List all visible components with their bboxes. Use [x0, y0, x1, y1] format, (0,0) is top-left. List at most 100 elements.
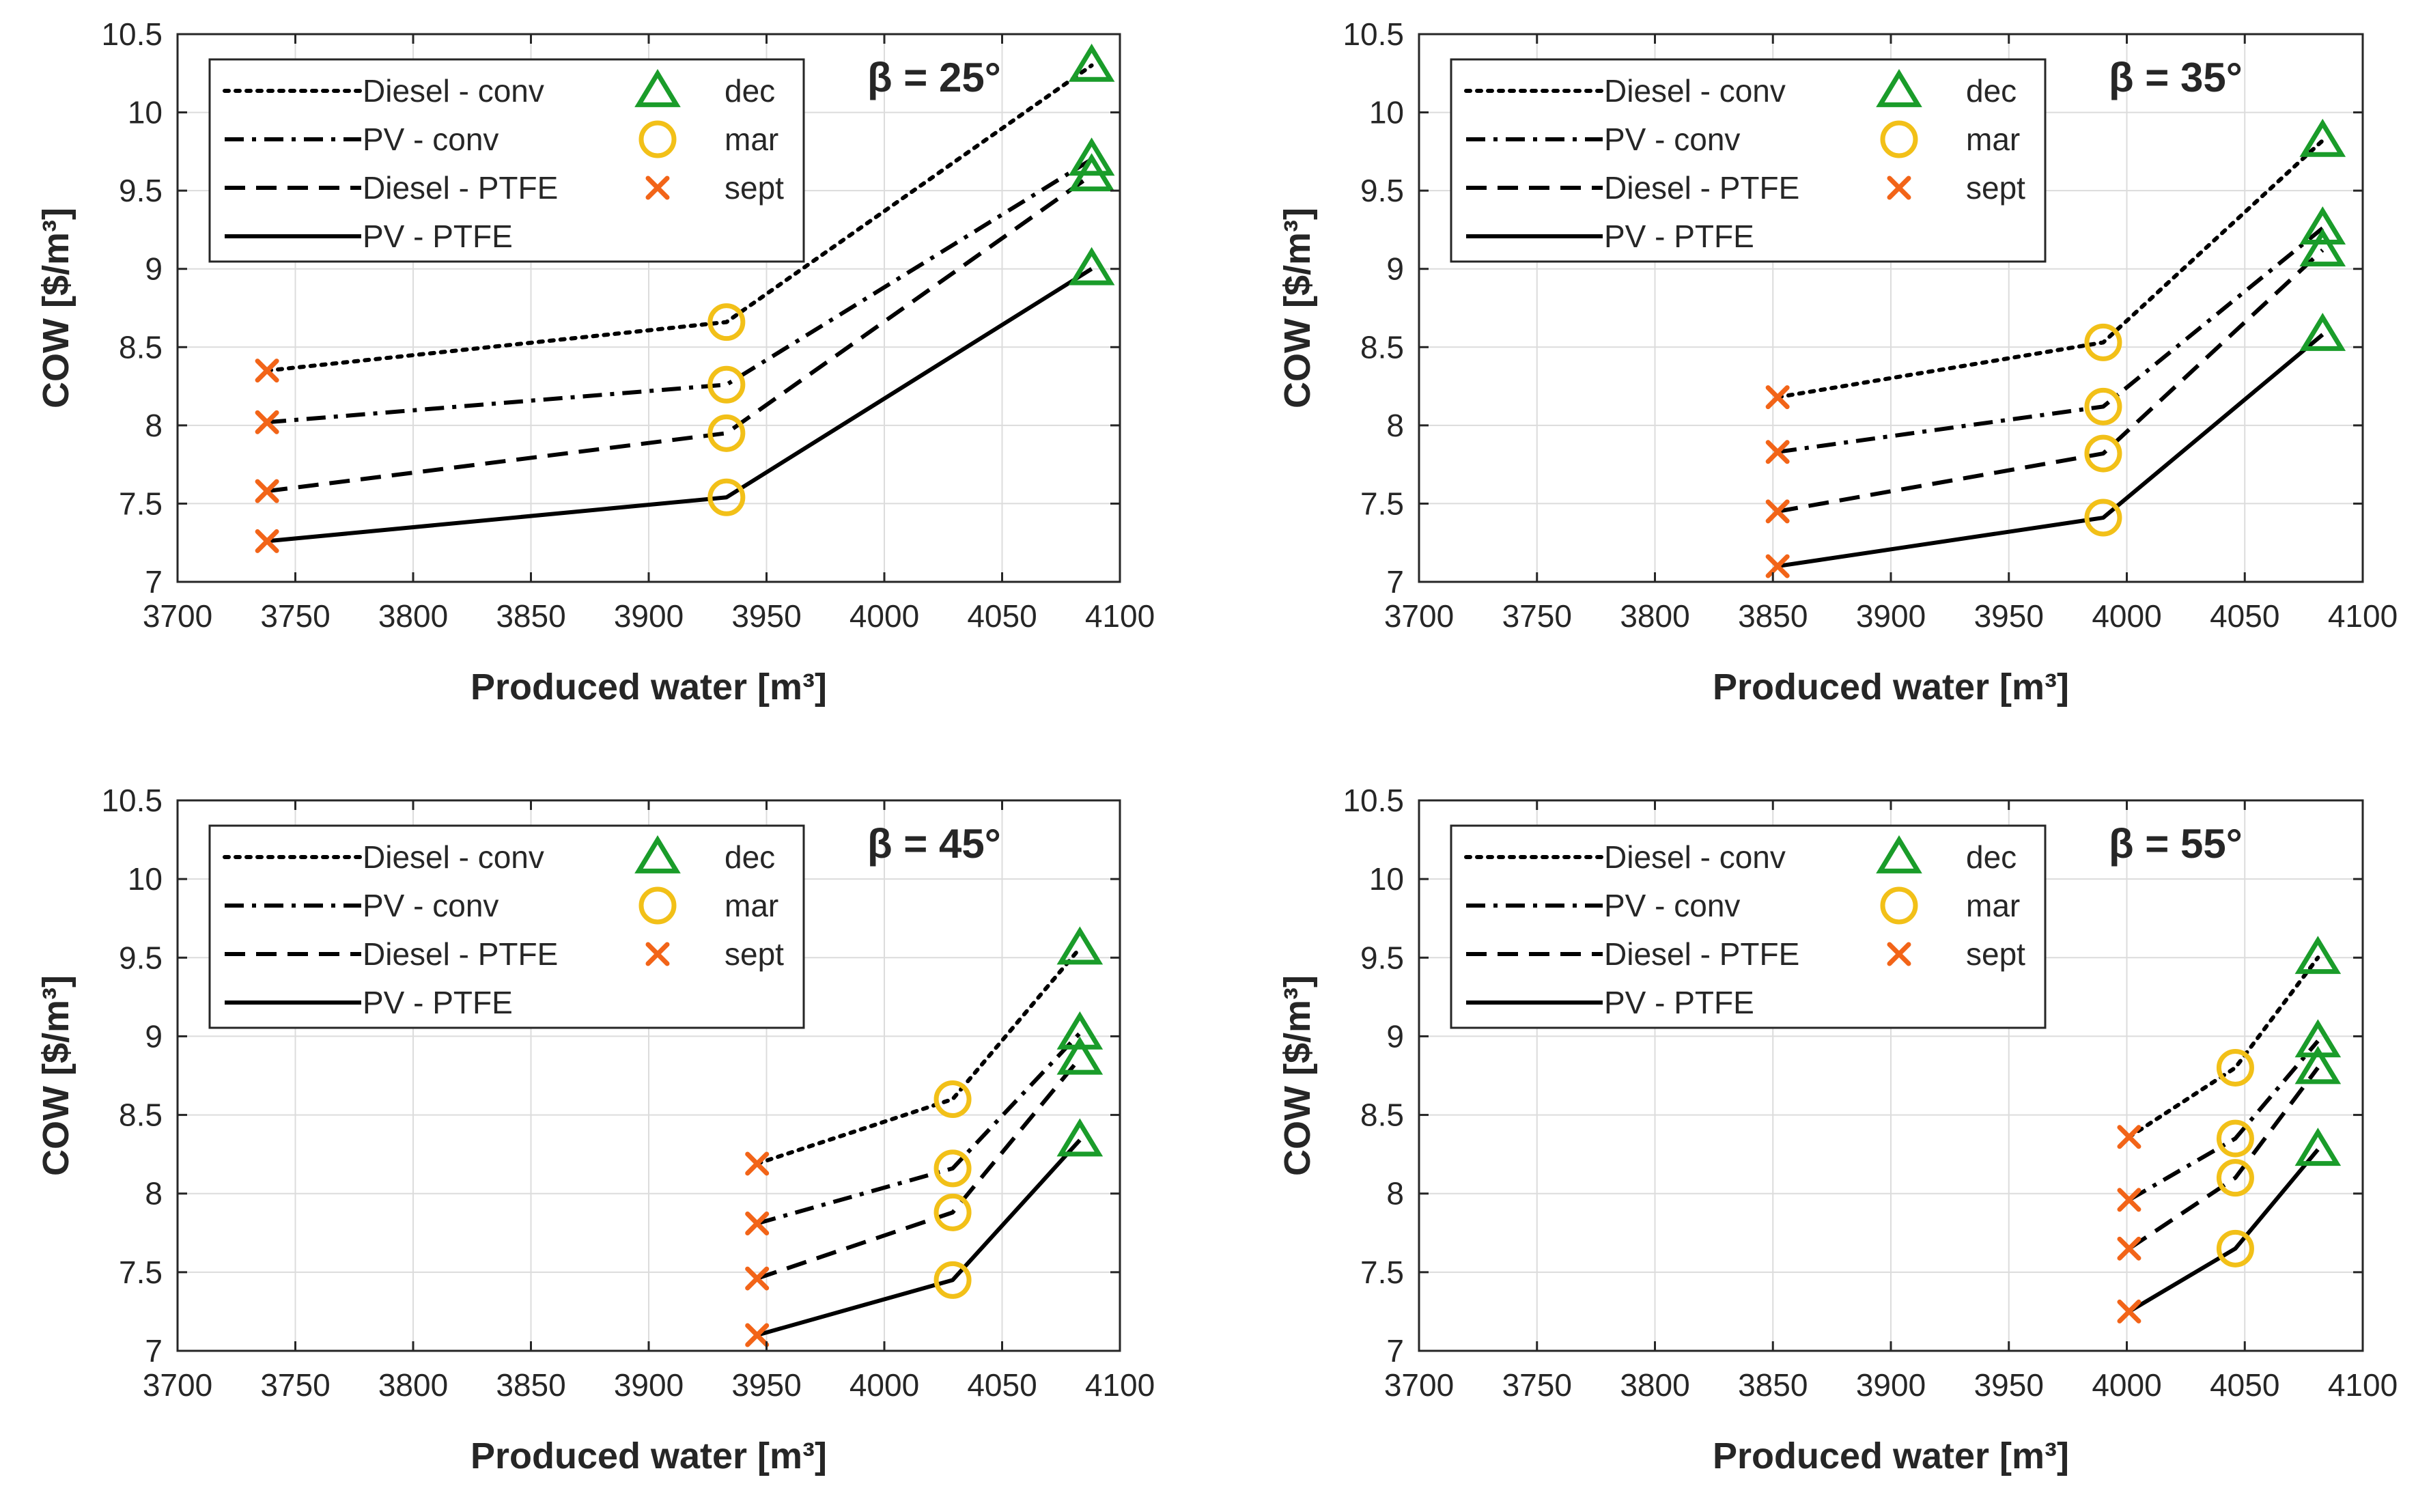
data-point-dec [2294, 1128, 2342, 1166]
legend-entry-label: PV - PTFE [363, 985, 513, 1020]
y-tick-label: 10.5 [1343, 783, 1404, 818]
x-tick-label: 3950 [1974, 598, 2044, 634]
y-tick-label: 9.5 [1360, 173, 1404, 208]
data-point-dec [1056, 1011, 1104, 1050]
x-tick-label: 4050 [967, 1367, 1037, 1403]
data-point-sept [1765, 385, 1790, 410]
legend-marker-mar [638, 120, 677, 158]
data-point-sept [255, 410, 279, 434]
data-point-sept [255, 359, 279, 383]
x-tick-label: 4050 [2210, 598, 2279, 634]
legend-marker-sept [645, 942, 670, 966]
y-tick-label: 8.5 [1360, 1097, 1404, 1133]
data-point-mar [933, 1080, 972, 1119]
x-axis-label: Produced water [m³] [1713, 667, 2069, 708]
series-line-pv-conv [1777, 226, 2324, 454]
data-point-dec [2299, 206, 2346, 245]
y-axis-label: COW [$/m³] [36, 975, 76, 1176]
x-tick-label: 4000 [2092, 1367, 2161, 1403]
legend-marker-dec [1876, 835, 1922, 873]
data-point-dec [1056, 926, 1104, 965]
legend-entry-label: mar [725, 888, 778, 923]
beta-annotation: β = 35° [2109, 55, 2243, 100]
y-tick-label: 7 [145, 1333, 163, 1369]
y-tick-label: 9 [1386, 1018, 1404, 1054]
legend-marker-sept [1887, 942, 1911, 966]
data-point-sept [1765, 440, 1790, 464]
chart-panel-4: 3700 3750 3800 3850 3900 3950 4000 4050 4100 7 7.5… [1277, 783, 2398, 1476]
y-tick-label: 9 [145, 1018, 163, 1054]
legend-marker-mar [1880, 886, 1918, 925]
data-point-dec [2294, 936, 2342, 975]
data-point-mar [707, 365, 746, 404]
y-axis-label: COW [$/m³] [1277, 208, 1318, 408]
x-tick-label: 4000 [2092, 598, 2161, 634]
data-point-mar [933, 1193, 972, 1231]
legend-entry-label: PV - PTFE [1604, 985, 1754, 1020]
y-tick-label: 10 [128, 861, 163, 897]
series-line-diesel-ptfe [2128, 1066, 2320, 1250]
legend-entry-label: PV - conv [1604, 122, 1740, 157]
x-tick-label: 3700 [143, 598, 212, 634]
y-tick-label: 8.5 [119, 329, 163, 365]
legend-marker-dec [1876, 69, 1922, 107]
y-tick-label: 8.5 [119, 1097, 163, 1133]
legend-entry-label: Diesel - PTFE [1604, 170, 1799, 206]
y-tick-label: 8.5 [1360, 329, 1404, 365]
y-tick-label: 8 [145, 1176, 163, 1212]
legend-entry-label: Diesel - PTFE [363, 170, 558, 206]
beta-annotation: β = 25° [867, 55, 1001, 100]
data-point-mar [2084, 499, 2122, 537]
legend-entry-label: sept [1966, 936, 2025, 972]
y-tick-label: 7 [1386, 564, 1404, 600]
x-tick-label: 4100 [2328, 598, 2398, 634]
data-point-dec [2294, 1046, 2342, 1084]
legend-marker-mar [638, 886, 677, 925]
x-tick-label: 3950 [1974, 1367, 2044, 1403]
data-point-sept [255, 479, 279, 503]
x-tick-label: 4050 [2210, 1367, 2279, 1403]
legend-entry-label: dec [1966, 839, 2017, 875]
y-tick-label: 8 [145, 408, 163, 443]
data-point-dec [1056, 1118, 1104, 1157]
y-tick-label: 7 [145, 564, 163, 600]
x-tick-label: 3950 [731, 598, 801, 634]
data-point-mar [2084, 387, 2122, 425]
data-point-sept [1765, 554, 1790, 578]
y-tick-label: 9 [145, 251, 163, 287]
x-tick-label: 3850 [496, 598, 565, 634]
x-tick-label: 4050 [967, 598, 1037, 634]
series-line-pv-ptfe [266, 267, 1093, 544]
data-point-dec [2299, 228, 2346, 267]
legend-entry-label: sept [725, 170, 784, 206]
series-line-diesel-conv [1775, 138, 2325, 400]
legend-entry-label: PV - conv [363, 888, 498, 923]
series-line-pv-ptfe [756, 1138, 1082, 1337]
y-tick-label: 9.5 [119, 173, 163, 208]
x-tick-label: 3700 [143, 1367, 212, 1403]
x-tick-label: 3850 [496, 1367, 565, 1403]
series-line-pv-ptfe [2128, 1148, 2320, 1314]
data-point-mar [707, 414, 746, 452]
data-point-mar [2216, 1048, 2254, 1087]
y-tick-label: 10.5 [1343, 16, 1404, 52]
series-line-diesel-conv [755, 946, 1082, 1166]
y-tick-label: 7.5 [119, 1255, 163, 1290]
series-line-pv-conv [756, 1031, 1082, 1226]
x-tick-label: 3950 [731, 1367, 801, 1403]
legend-entry-label: dec [725, 73, 775, 109]
data-point-mar [707, 478, 746, 516]
legend-entry-label: PV - PTFE [1604, 219, 1754, 254]
legend-entry-label: Diesel - conv [1604, 73, 1786, 109]
x-tick-label: 3850 [1738, 1367, 1808, 1403]
beta-annotation: β = 45° [867, 821, 1001, 867]
legend-marker-sept [645, 176, 670, 200]
y-tick-label: 7.5 [119, 486, 163, 521]
series-line-diesel-ptfe [756, 1056, 1082, 1280]
legend-box [208, 824, 805, 1029]
legend-entry-label: mar [725, 122, 778, 157]
x-axis-label: Produced water [m³] [470, 1436, 827, 1476]
legend-entry-label: sept [725, 936, 784, 972]
legend-entry-label: Diesel - PTFE [1604, 936, 1799, 972]
